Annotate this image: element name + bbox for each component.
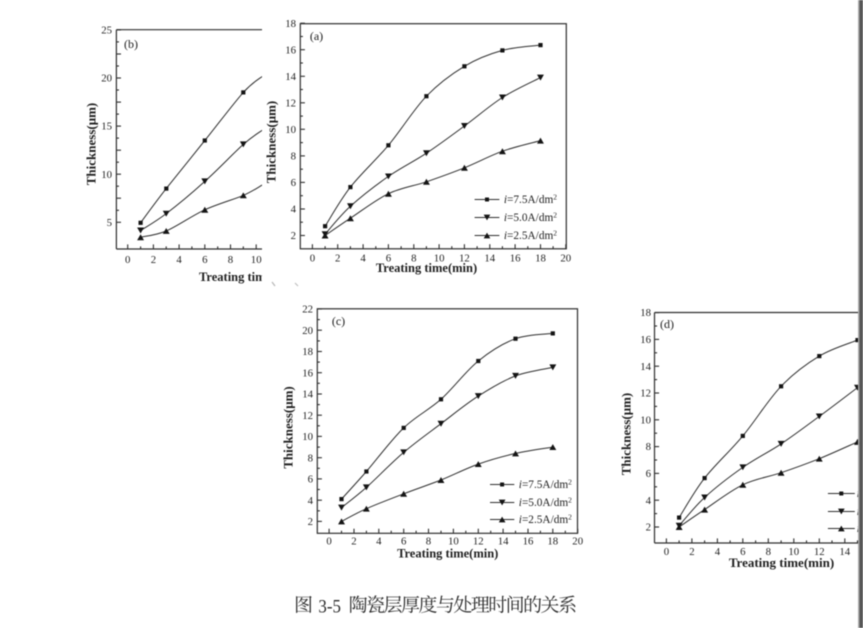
svg-text:12: 12 — [302, 410, 313, 422]
svg-text:i=7.5A/dm2: i=7.5A/dm2 — [504, 193, 557, 207]
svg-text:14: 14 — [285, 71, 296, 83]
svg-text:14: 14 — [484, 253, 495, 265]
svg-text:4: 4 — [176, 254, 182, 266]
svg-text:16: 16 — [523, 536, 534, 548]
svg-text:18: 18 — [535, 253, 546, 265]
svg-text:5: 5 — [107, 217, 112, 229]
svg-text:6: 6 — [646, 468, 652, 480]
svg-text:4: 4 — [308, 495, 314, 507]
svg-text:2: 2 — [689, 546, 694, 558]
svg-text:Treating time(min): Treating time(min) — [729, 555, 834, 570]
svg-text:10: 10 — [285, 124, 296, 136]
svg-text:8: 8 — [411, 253, 416, 265]
svg-text:8: 8 — [291, 151, 296, 163]
svg-text:12: 12 — [473, 536, 484, 548]
svg-text:i=5.0A/dm2: i=5.0A/dm2 — [519, 496, 572, 510]
svg-text:2: 2 — [151, 254, 156, 266]
svg-text:8: 8 — [228, 254, 233, 266]
svg-text:(b): (b) — [124, 37, 138, 51]
svg-text:6: 6 — [740, 546, 746, 558]
svg-text:10: 10 — [448, 536, 459, 548]
svg-text:14: 14 — [640, 361, 651, 373]
svg-text:0: 0 — [310, 253, 315, 265]
svg-text:8: 8 — [426, 536, 431, 548]
svg-text:14: 14 — [498, 536, 509, 548]
svg-text:Thickness(μm): Thickness(μm) — [263, 101, 278, 184]
svg-text:Treating time(min): Treating time(min) — [199, 270, 300, 284]
svg-text:6: 6 — [202, 254, 208, 266]
svg-text:10: 10 — [101, 169, 112, 181]
svg-text:Thickness(μm): Thickness(μm) — [618, 393, 633, 476]
svg-text:14: 14 — [839, 546, 850, 558]
svg-text:16: 16 — [302, 367, 313, 379]
svg-text:22: 22 — [302, 304, 313, 316]
svg-text:4: 4 — [646, 495, 652, 507]
svg-text:12: 12 — [459, 253, 470, 265]
svg-text:Treating time(min): Treating time(min) — [397, 547, 498, 561]
svg-text:20: 20 — [101, 73, 112, 85]
svg-text:i=7.5A/dm2: i=7.5A/dm2 — [519, 478, 572, 492]
svg-text:12: 12 — [285, 97, 296, 109]
svg-text:0: 0 — [326, 536, 331, 548]
svg-text:2: 2 — [351, 536, 356, 548]
svg-text:4: 4 — [715, 546, 721, 558]
svg-text:2: 2 — [646, 522, 651, 534]
svg-text:0: 0 — [125, 254, 130, 266]
svg-text:20: 20 — [572, 536, 583, 548]
svg-text:10: 10 — [434, 253, 445, 265]
svg-text:Thickness(μm): Thickness(μm) — [280, 386, 295, 469]
svg-text:12: 12 — [814, 546, 825, 558]
svg-text:2: 2 — [335, 253, 340, 265]
svg-text:8: 8 — [766, 546, 771, 558]
svg-text:i=2.5A/dm2: i=2.5A/dm2 — [519, 513, 572, 527]
svg-text:16: 16 — [285, 44, 296, 56]
svg-text:6: 6 — [291, 177, 297, 189]
svg-text:8: 8 — [308, 452, 313, 464]
svg-text:10: 10 — [251, 254, 262, 266]
svg-text:10: 10 — [788, 546, 799, 558]
svg-text:Treating time(min): Treating time(min) — [376, 261, 477, 275]
svg-text:i=2.5A/dm2: i=2.5A/dm2 — [504, 229, 557, 243]
svg-text:16: 16 — [640, 334, 651, 346]
svg-text:12: 12 — [640, 388, 651, 400]
svg-text:0: 0 — [664, 546, 669, 558]
svg-text:3-5: 3-5 — [318, 597, 341, 618]
svg-text:2: 2 — [291, 230, 296, 242]
svg-text:4: 4 — [291, 204, 297, 216]
svg-text:(c): (c) — [332, 314, 345, 328]
svg-text:6: 6 — [386, 253, 392, 265]
svg-text:14: 14 — [302, 389, 313, 401]
svg-text:(a): (a) — [310, 29, 323, 43]
svg-text:4: 4 — [360, 253, 366, 265]
svg-text:6: 6 — [308, 474, 314, 486]
svg-text:25: 25 — [101, 25, 112, 37]
svg-text:8: 8 — [646, 441, 651, 453]
svg-text:2: 2 — [308, 516, 313, 528]
svg-text:15: 15 — [101, 121, 112, 133]
svg-text:16: 16 — [510, 253, 521, 265]
svg-text:i=5.0A/dm2: i=5.0A/dm2 — [504, 211, 557, 225]
svg-text:18: 18 — [640, 307, 651, 319]
svg-text:20: 20 — [560, 253, 571, 265]
svg-text:Thickness(μm): Thickness(μm) — [83, 103, 98, 186]
svg-text:4: 4 — [376, 536, 382, 548]
svg-text:20: 20 — [302, 325, 313, 337]
svg-text:18: 18 — [285, 18, 296, 30]
svg-text:6: 6 — [401, 536, 407, 548]
svg-text:10: 10 — [640, 414, 651, 426]
svg-text:18: 18 — [302, 346, 313, 358]
svg-text:18: 18 — [547, 536, 558, 548]
svg-text:10: 10 — [302, 431, 313, 443]
svg-text:(d): (d) — [660, 317, 674, 331]
